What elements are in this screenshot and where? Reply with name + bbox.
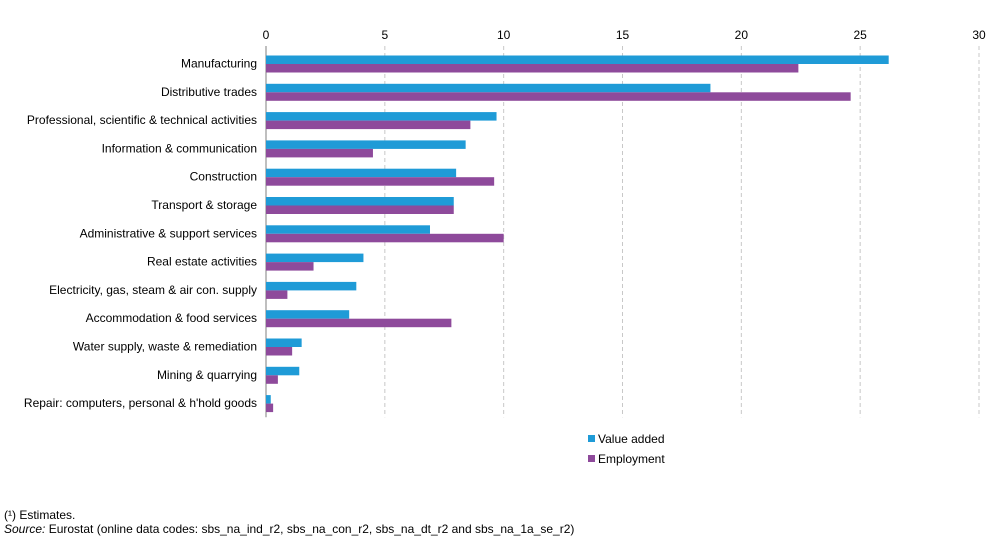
category-label: Manufacturing: [181, 57, 257, 71]
bar-employment: [266, 403, 274, 413]
bar-value-added: [266, 310, 350, 319]
x-tick-label: 25: [853, 28, 867, 42]
bar-value-added: [266, 281, 357, 291]
category-label: Repair: computers, personal & h'hold goo…: [24, 396, 257, 410]
x-tick-label: 20: [735, 28, 749, 42]
bar-value-added: [266, 112, 497, 121]
bar-value-added: [266, 338, 302, 347]
legend-label-value-added: Value added: [598, 432, 665, 446]
x-tick-label: 5: [381, 28, 388, 42]
source-label: Source:: [4, 522, 46, 536]
category-label: Real estate activities: [147, 255, 257, 269]
bar-employment: [266, 290, 288, 299]
legend-label-employment: Employment: [598, 452, 665, 466]
bar-employment: [266, 347, 293, 356]
bar-employment: [266, 318, 452, 328]
bar-value-added: [266, 55, 889, 64]
bar-employment: [266, 262, 314, 271]
bar-value-added: [266, 197, 454, 206]
category-label: Mining & quarrying: [157, 368, 257, 382]
bar-employment: [266, 120, 471, 130]
x-tick-label: 10: [497, 28, 511, 42]
bar-employment: [266, 375, 278, 384]
bar-employment: [266, 205, 454, 214]
category-label: Transport & storage: [151, 198, 257, 212]
category-label: Construction: [190, 170, 257, 184]
legend-swatch-value-added: [588, 435, 595, 442]
bar-employment: [266, 64, 799, 73]
category-label: Information & communication: [102, 141, 257, 155]
x-tick-label: 15: [616, 28, 630, 42]
category-label: Administrative & support services: [80, 226, 257, 240]
bar-value-added: [266, 225, 430, 234]
bar-employment: [266, 148, 373, 158]
category-label: Professional, scientific & technical act…: [27, 113, 257, 127]
bar-employment: [266, 177, 495, 186]
source-footnote: Source: Eurostat (online data codes: sbs…: [4, 522, 574, 536]
bar-value-added: [266, 83, 711, 93]
category-label: Electricity, gas, steam & air con. suppl…: [49, 283, 257, 297]
category-label: Distributive trades: [161, 85, 257, 99]
category-label: Accommodation & food services: [86, 311, 257, 325]
category-label: Water supply, waste & remediation: [73, 340, 257, 354]
bar-employment: [266, 92, 851, 101]
bar-value-added: [266, 395, 271, 404]
bar-employment: [266, 233, 504, 243]
x-tick-label: 0: [263, 28, 270, 42]
legend-swatch-employment: [588, 455, 595, 462]
bar-value-added: [266, 366, 300, 376]
x-tick-label: 30: [972, 28, 986, 42]
estimates-footnote: (¹) Estimates.: [4, 508, 76, 522]
bar-value-added: [266, 168, 457, 178]
source-text: Eurostat (online data codes: sbs_na_ind_…: [45, 522, 575, 536]
bar-value-added: [266, 140, 466, 149]
bar-value-added: [266, 253, 364, 263]
